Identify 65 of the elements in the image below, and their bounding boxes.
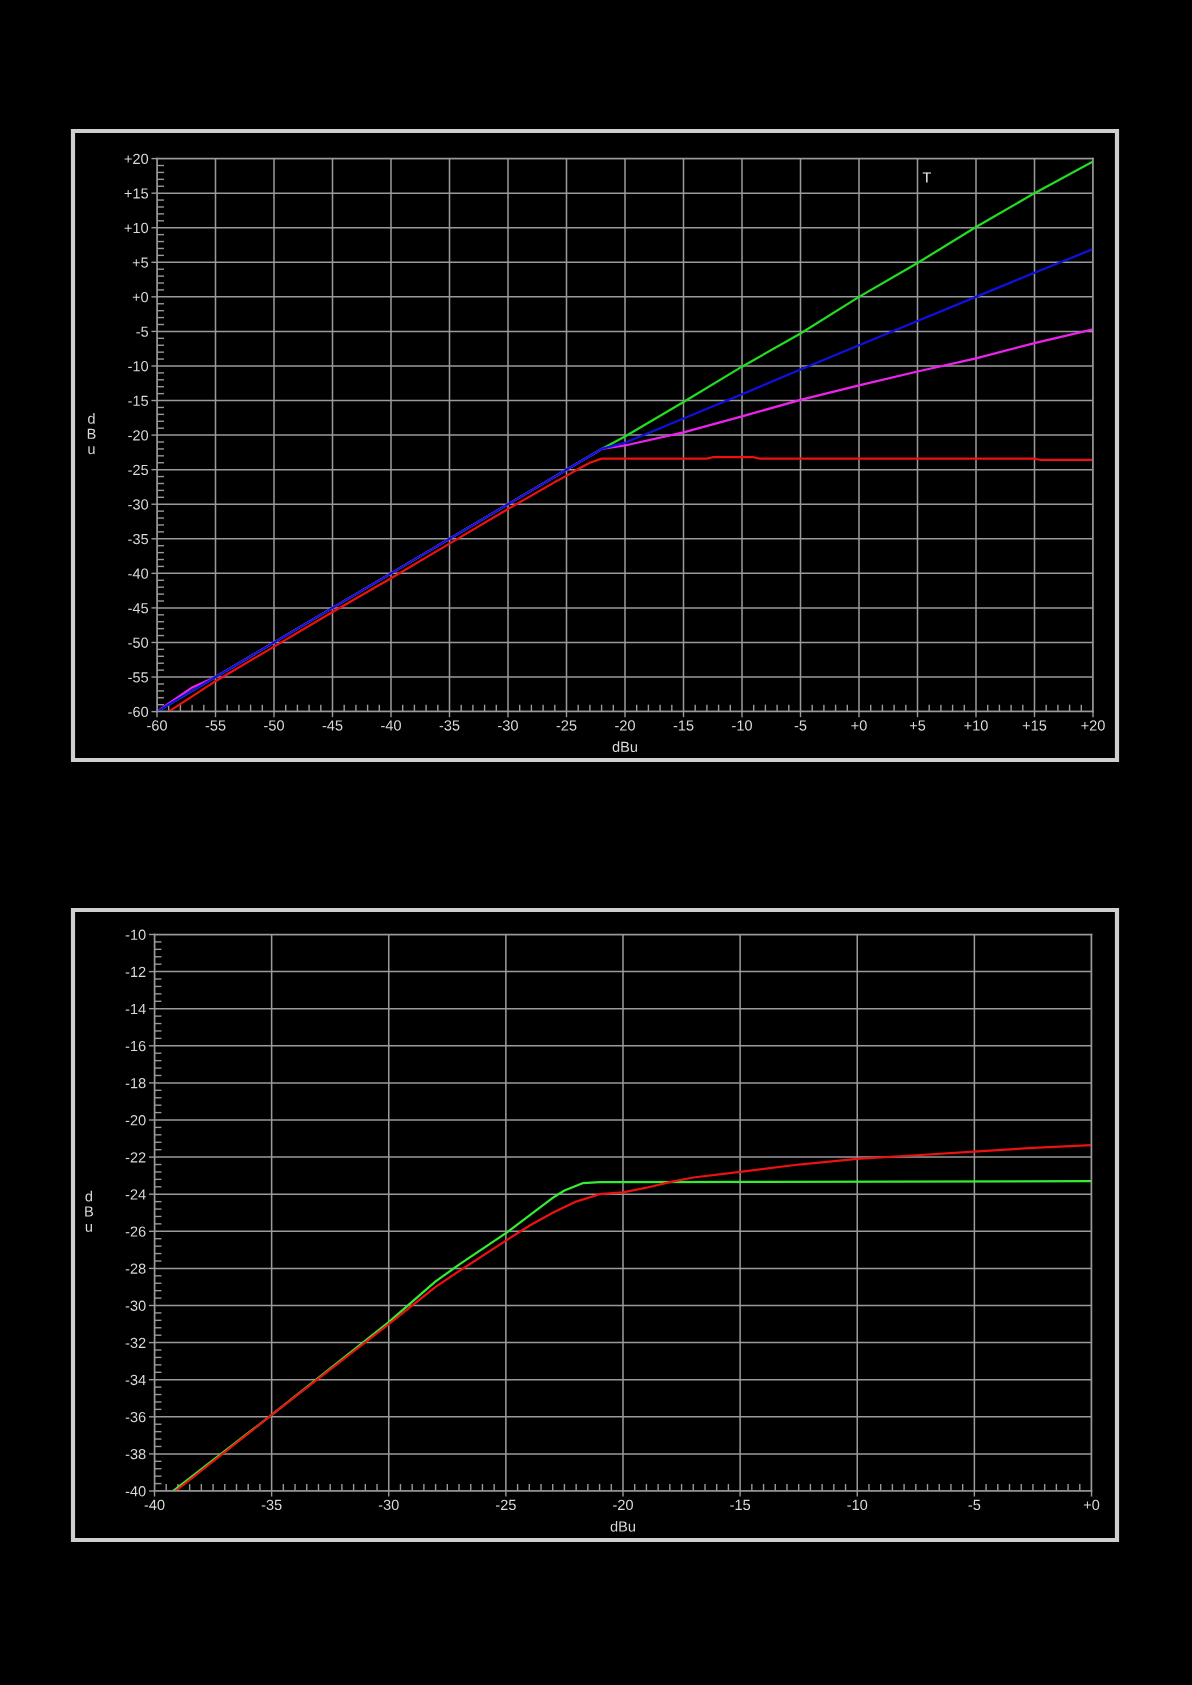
y-tick-label: +15 [124,188,149,199]
x-tick-label: -55 [205,720,226,731]
y-tick-label: -45 [128,603,149,614]
y-tick-label: -30 [125,1300,146,1311]
y-tick-label: +0 [132,291,149,303]
x-tick-label: -45 [322,720,343,731]
x-tick-label: -40 [144,1499,165,1511]
y-tick-label: -22 [125,1152,146,1163]
x-axis-title: dBu [610,1520,636,1532]
x-tick-label: -60 [147,720,167,731]
y-tick-label: -20 [125,1115,146,1126]
y-tick-label: +20 [124,153,149,165]
x-tick-label: -20 [615,720,635,731]
y-tick-label: -10 [125,929,146,940]
x-tick-label: +0 [1083,1499,1100,1511]
y-tick-label: -15 [128,395,149,406]
x-tick-label: -25 [495,1499,516,1511]
x-axis-title: dBu [612,741,638,753]
x-tick-label: -50 [264,720,284,731]
x-tick-label: -15 [730,1499,751,1511]
y-tick-label: +5 [132,257,149,268]
y-tick-label: -60 [128,706,149,718]
y-tick-label: -32 [125,1337,146,1349]
y-tick-label: -34 [125,1374,146,1386]
y-tick-label: -28 [125,1263,146,1274]
y-tick-label: -30 [128,499,149,510]
y-tick-label: -14 [125,1003,146,1014]
y-axis-title: dBu [87,413,96,455]
y-tick-label: -26 [125,1226,146,1237]
x-tick-label: -5 [968,1499,981,1511]
y-tick-label: -16 [125,1040,146,1052]
y-tick-label: -35 [128,533,149,545]
x-tick-label: -10 [847,1499,868,1511]
annotation: T [922,172,931,183]
x-tick-label: -40 [381,720,401,731]
y-tick-label: -10 [128,361,149,372]
y-tick-label: -38 [125,1449,146,1460]
x-tick-label: -30 [498,720,518,731]
y-axis-title: dBu [85,1190,93,1232]
x-tick-label: +10 [964,720,988,731]
x-tick-label: -5 [794,720,807,731]
x-tick-label: +5 [909,720,926,731]
x-tick-label: -35 [261,1499,282,1511]
y-tick-label: -50 [128,637,149,648]
y-tick-label: -40 [128,568,149,579]
line-series [167,456,1093,712]
y-tick-label: -40 [125,1486,146,1497]
y-tick-label: -55 [128,672,149,683]
x-tick-label: -30 [378,1499,399,1511]
x-tick-label: +0 [851,720,867,731]
y-tick-label: -12 [125,966,146,977]
x-tick-label: -10 [732,720,752,731]
x-tick-label: +15 [1022,720,1047,731]
x-tick-label: -15 [673,720,694,731]
y-tick-label: +10 [124,222,149,234]
y-tick-label: -36 [125,1411,146,1423]
y-tick-label: -18 [125,1078,146,1089]
y-tick-label: -20 [128,430,149,441]
y-tick-label: -5 [136,326,149,337]
x-tick-label: -20 [613,1499,633,1511]
y-tick-label: -25 [128,464,149,476]
x-tick-label: +20 [1081,720,1105,731]
y-tick-label: -24 [125,1189,146,1200]
x-tick-label: -35 [439,720,460,731]
x-tick-label: -25 [556,720,577,731]
